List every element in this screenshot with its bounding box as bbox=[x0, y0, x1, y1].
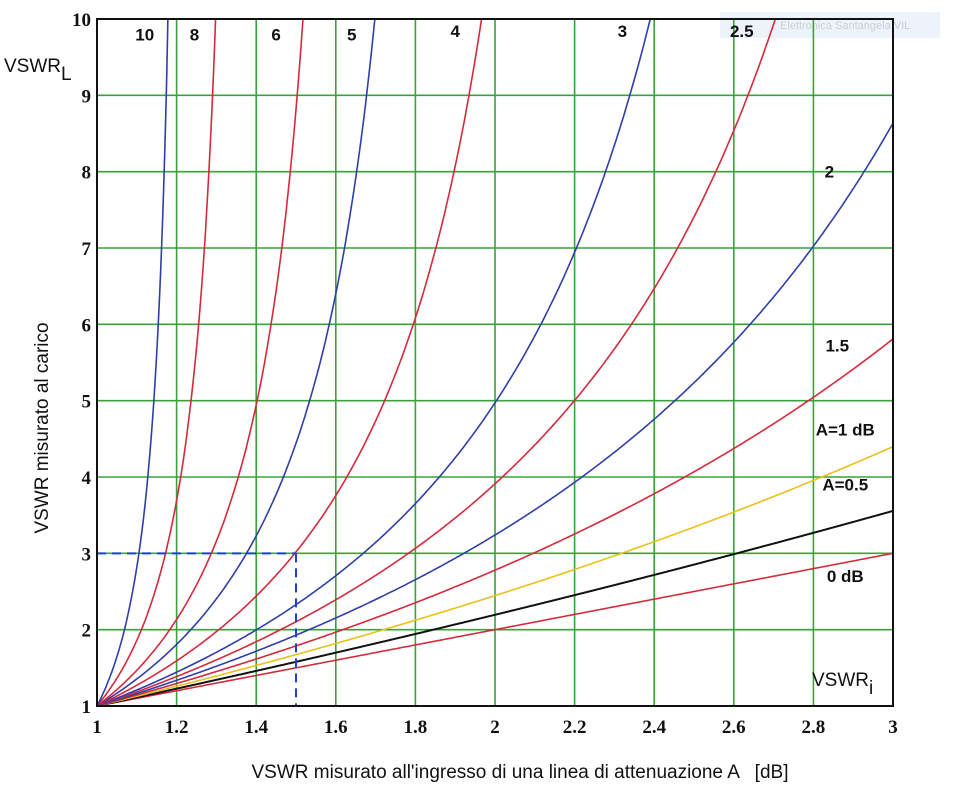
curve-labels: 0 dB A=0.5 A=1 dB 1.5 2 2.5 3 4 5 6 8 10 bbox=[135, 22, 874, 586]
series-line-6 bbox=[97, 19, 652, 706]
y-tick-label-4: 5 bbox=[82, 392, 92, 413]
series-label-7: 4 bbox=[450, 22, 460, 41]
x-tick-label-4: 1.8 bbox=[404, 717, 428, 738]
y-corner-label: VSWRL bbox=[4, 56, 72, 85]
x-corner-label: VSWRi bbox=[812, 670, 873, 699]
x-tick-label-2: 1.4 bbox=[244, 717, 268, 738]
x-tick-label-3: 1.6 bbox=[324, 717, 348, 738]
x-tick-label-5: 2 bbox=[490, 717, 500, 738]
example-markers bbox=[97, 552, 297, 706]
series-line-0 bbox=[97, 552, 893, 706]
x-tick-label-0: 1 bbox=[92, 717, 102, 738]
x-tick-label-10: 3 bbox=[888, 717, 898, 738]
x-tick-label-6: 2.2 bbox=[563, 717, 587, 738]
y-tick-label-1: 2 bbox=[82, 621, 92, 642]
series-label-6: 3 bbox=[618, 22, 627, 41]
series-label-2: A=1 dB bbox=[816, 421, 875, 440]
series-line-2 bbox=[97, 445, 893, 706]
series-line-3 bbox=[97, 338, 893, 706]
y-tick-label-5: 6 bbox=[82, 315, 92, 336]
series-label-3: 1.5 bbox=[825, 337, 849, 356]
x-tick-label-8: 2.6 bbox=[722, 717, 746, 738]
series-label-8: 5 bbox=[347, 25, 356, 44]
y-axis-title: VSWR misurato al carico bbox=[32, 322, 53, 533]
y-tick-label-3: 4 bbox=[82, 468, 92, 489]
y-tick-label-9: 10 bbox=[72, 10, 91, 31]
y-tick-label-7: 8 bbox=[82, 163, 92, 184]
series-label-10: 8 bbox=[190, 25, 199, 44]
watermark: Elettronica Santangela VIL bbox=[780, 20, 910, 32]
series-line-8 bbox=[97, 19, 376, 706]
x-corner-sub: i bbox=[869, 678, 873, 699]
y-tick-label-2: 3 bbox=[82, 544, 92, 565]
y-corner-main: VSWR bbox=[4, 56, 61, 77]
x-tick-label-7: 2.4 bbox=[642, 717, 666, 738]
series-label-0: 0 dB bbox=[827, 567, 864, 586]
series-line-5 bbox=[97, 19, 777, 706]
x-tick-label-9: 2.8 bbox=[802, 717, 826, 738]
y-corner-sub: L bbox=[61, 64, 72, 85]
series-label-9: 6 bbox=[271, 25, 280, 44]
series-group bbox=[97, 19, 893, 706]
x-corner-main: VSWR bbox=[812, 670, 869, 691]
series-label-1: A=0.5 bbox=[822, 476, 868, 495]
series-line-10 bbox=[97, 19, 217, 706]
series-line-1 bbox=[97, 509, 893, 706]
series-line-4 bbox=[97, 122, 893, 706]
y-tick-labels: 1 2 3 4 5 6 7 8 9 10 bbox=[72, 10, 92, 718]
grid bbox=[97, 19, 893, 706]
x-tick-labels: 1 1.2 1.4 1.6 1.8 2 2.2 2.4 2.6 2.8 3 bbox=[92, 717, 898, 738]
series-label-11: 10 bbox=[135, 25, 154, 44]
y-tick-label-0: 1 bbox=[82, 697, 92, 718]
series-line-11 bbox=[97, 19, 169, 706]
series-label-5: 2.5 bbox=[730, 22, 754, 41]
plot-frame bbox=[96, 18, 894, 707]
x-axis-title: VSWR misurato all'ingresso di una linea … bbox=[252, 762, 789, 783]
series-label-4: 2 bbox=[825, 163, 834, 182]
y-tick-label-6: 7 bbox=[82, 239, 92, 260]
series-line-9 bbox=[97, 19, 304, 706]
watermark-box bbox=[720, 12, 940, 38]
y-tick-label-8: 9 bbox=[82, 86, 92, 107]
x-tick-label-1: 1.2 bbox=[165, 717, 189, 738]
